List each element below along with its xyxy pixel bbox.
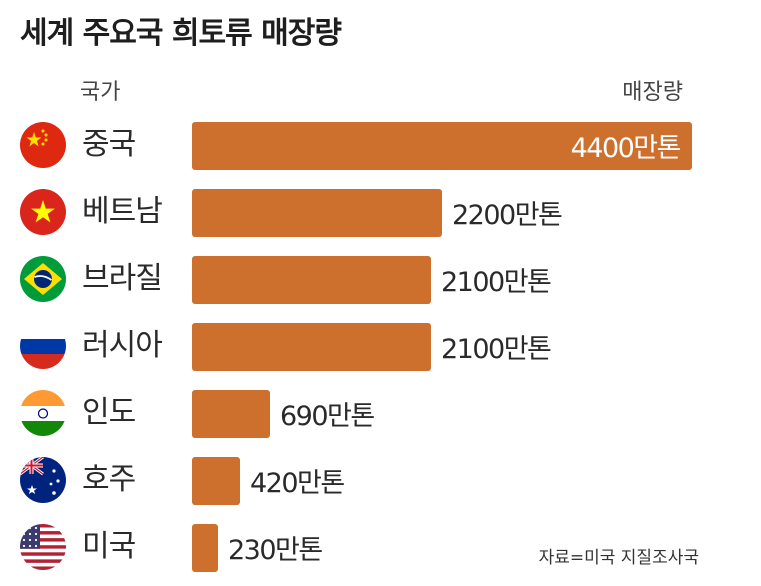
data-label: 690만톤 [280,401,374,432]
data-label: 2200만톤 [452,200,562,231]
bar [192,256,431,304]
bar [192,189,442,237]
country-label: 브라질 [82,261,163,296]
bar [192,323,431,371]
china-flag-icon [20,122,66,168]
vietnam-flag-icon [20,189,66,235]
data-label: 230만톤 [228,535,322,566]
country-label: 베트남 [82,194,163,229]
australia-flag-icon [20,457,66,503]
russia-flag-icon [20,323,66,369]
reserve-column-header: 매장량 [622,80,683,105]
country-label: 인도 [82,395,136,430]
country-label: 러시아 [82,328,163,363]
data-label: 2100만톤 [441,267,551,298]
brazil-flag-icon [20,256,66,302]
country-label: 중국 [82,127,136,162]
country-label: 호주 [82,462,136,497]
bar [192,524,218,572]
india-flag-icon [20,390,66,436]
data-label: 420만톤 [250,468,344,499]
source-note: 자료=미국 지질조사국 [538,548,699,568]
data-label: 2100만톤 [441,334,551,365]
bar [192,457,240,505]
country-label: 미국 [82,529,136,564]
bar [192,122,692,170]
country-column-header: 국가 [80,80,121,105]
chart-title: 세계 주요국 희토류 매장량 [20,16,342,51]
usa-flag-icon [20,524,66,570]
data-label: 4400만톤 [571,133,681,164]
bar [192,390,270,438]
